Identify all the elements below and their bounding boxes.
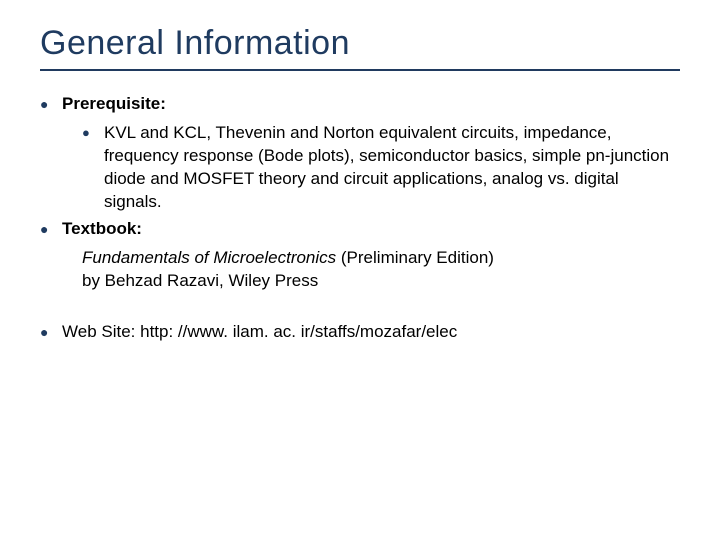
textbook-title-line: Fundamentals of Microelectronics (Prelim… [82, 247, 680, 270]
content-area: ● Prerequisite: ● KVL and KCL, Thevenin … [40, 93, 680, 343]
bullet-prerequisite: ● Prerequisite: [40, 93, 680, 116]
slide-title: General Information [40, 24, 680, 63]
textbook-reference: Fundamentals of Microelectronics (Prelim… [82, 247, 680, 293]
textbook-title-italic: Fundamentals of Microelectronics [82, 248, 336, 267]
textbook-author-line: by Behzad Razavi, Wiley Press [82, 270, 680, 293]
website-label: Web Site: [62, 322, 140, 341]
sub-bullet-prerequisite-detail: ● KVL and KCL, Thevenin and Norton equiv… [82, 122, 680, 214]
textbook-title-rest: (Preliminary Edition) [336, 248, 494, 267]
website-text: Web Site: http: //www. ilam. ac. ir/staf… [62, 321, 680, 344]
prerequisite-label: Prerequisite: [62, 93, 680, 116]
title-underline [40, 69, 680, 71]
bullet-icon: ● [40, 321, 62, 343]
textbook-label: Textbook: [62, 218, 680, 241]
bullet-website: ● Web Site: http: //www. ilam. ac. ir/st… [40, 321, 680, 344]
website-url: http: //www. ilam. ac. ir/staffs/mozafar… [140, 322, 457, 341]
bullet-icon: ● [40, 93, 62, 115]
prerequisite-detail: KVL and KCL, Thevenin and Norton equival… [104, 122, 680, 214]
slide: General Information ● Prerequisite: ● KV… [0, 0, 720, 540]
bullet-icon: ● [82, 122, 104, 144]
bullet-icon: ● [40, 218, 62, 240]
bullet-textbook: ● Textbook: [40, 218, 680, 241]
